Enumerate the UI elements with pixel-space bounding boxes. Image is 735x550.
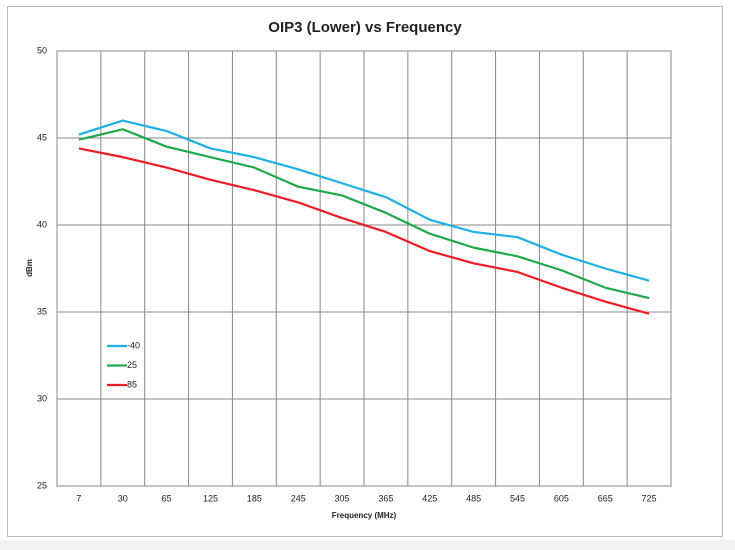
- y-axis-title: dBm: [25, 259, 34, 277]
- x-tick-label: 65: [162, 493, 172, 503]
- x-tick-label: 365: [378, 493, 393, 503]
- legend-label: -40: [127, 340, 140, 350]
- y-tick-label: 40: [37, 219, 47, 229]
- x-tick-label: 425: [422, 493, 437, 503]
- x-tick-label: 665: [598, 493, 613, 503]
- series-line: [78, 147, 650, 315]
- y-tick-label: 45: [37, 132, 47, 142]
- x-axis-title: Frequency (MHz): [332, 511, 397, 520]
- legend-label: 85: [127, 379, 137, 389]
- x-tick-label: 185: [247, 493, 262, 503]
- y-tick-label: 35: [37, 306, 47, 316]
- legend-label: 25: [127, 360, 137, 370]
- x-tick-label: 7: [76, 493, 81, 503]
- x-tick-label: 245: [291, 493, 306, 503]
- x-tick-label: 605: [554, 493, 569, 503]
- chart-title: OIP3 (Lower) vs Frequency: [268, 19, 462, 36]
- series-line: [78, 119, 650, 282]
- x-tick-label: 125: [203, 493, 218, 503]
- x-tick-label: 30: [118, 493, 128, 503]
- x-tick-label: 725: [642, 493, 657, 503]
- y-tick-label: 50: [37, 45, 47, 55]
- y-tick-label: 25: [37, 480, 47, 490]
- x-tick-label: 485: [466, 493, 481, 503]
- y-tick-label: 30: [37, 393, 47, 403]
- series-line: [78, 128, 650, 300]
- x-tick-label: 305: [335, 493, 350, 503]
- x-tick-label: 545: [510, 493, 525, 503]
